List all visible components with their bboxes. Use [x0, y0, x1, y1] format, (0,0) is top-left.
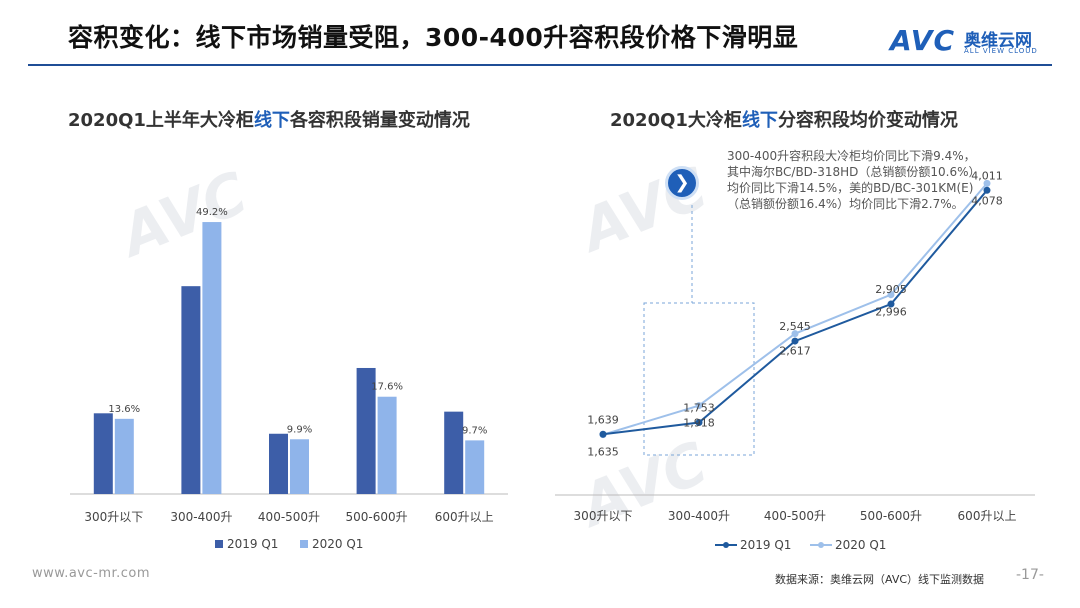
- logo-en: ALL VIEW CLOUD: [964, 47, 1038, 55]
- bar-2020: [465, 440, 485, 494]
- legend-label: 2020 Q1: [835, 538, 886, 552]
- x-tick-label: 600升以上: [435, 510, 494, 524]
- data-label: 1,918: [683, 417, 715, 430]
- data-label: 17.6%: [371, 382, 403, 393]
- bar-2019: [356, 367, 376, 494]
- data-label: 4,078: [971, 194, 1003, 207]
- data-label: 9.7%: [462, 425, 487, 436]
- data-label: 2,545: [779, 320, 811, 333]
- logo-cn: 奥维云网: [964, 31, 1032, 51]
- x-tick-label: 300升以下: [574, 509, 633, 523]
- data-point-2020: [791, 330, 799, 338]
- bar-2020: [114, 418, 134, 494]
- x-tick-label: 400-500升: [258, 510, 320, 524]
- bar-2020: [290, 439, 309, 494]
- data-point-2019: [887, 300, 895, 308]
- data-label: 2,996: [875, 306, 907, 319]
- x-tick-label: 300升以下: [84, 510, 143, 524]
- data-point-2019: [695, 419, 703, 427]
- bar-2020: [202, 222, 222, 495]
- series-line-2019: [602, 189, 988, 436]
- data-point-2019: [791, 337, 799, 345]
- bar-2019: [93, 413, 113, 494]
- legend-label: 2020 Q1: [312, 537, 363, 551]
- data-label: 9.9%: [287, 424, 312, 435]
- bar-2019: [444, 411, 464, 494]
- bar-2019: [181, 286, 201, 494]
- data-label: 1,753: [683, 402, 715, 415]
- data-label: 2,617: [779, 345, 811, 358]
- legend-marker: [818, 542, 824, 548]
- data-label: 1,639: [587, 413, 619, 426]
- legend-marker: [723, 542, 729, 548]
- data-label: 1,635: [587, 446, 619, 459]
- legend-label: 2019 Q1: [740, 538, 791, 552]
- data-point-2020: [695, 402, 703, 410]
- bar-2019: [269, 433, 288, 494]
- legend-label: 2019 Q1: [227, 537, 278, 551]
- x-tick-label: 500-600升: [346, 510, 408, 524]
- highlight-box: [643, 302, 755, 456]
- x-tick-label: 300-400升: [668, 509, 730, 523]
- bar-2020: [377, 396, 397, 494]
- left-chart-title: 2020Q1上半年大冷柜线下各容积段销量变动情况: [68, 110, 470, 131]
- footer-source: 数据来源：奥维云网（AVC）线下监测数据: [775, 573, 985, 586]
- data-label: 49.2%: [196, 207, 228, 218]
- arrow-right-circle-icon: ❯: [665, 166, 699, 200]
- series-line-2020: [602, 182, 988, 436]
- annotation-note: 300-400升容积段大冷柜均价同比下滑9.4%，其中海尔BC/BD-318HD…: [727, 149, 976, 211]
- page-title: 容积变化：线下市场销量受阻，300-400升容积段价格下滑明显: [68, 23, 799, 52]
- legend-swatch: [300, 540, 308, 548]
- data-point-2019: [599, 430, 607, 438]
- data-point-2020: [983, 179, 991, 187]
- avc-logo: AVC 奥维云网 ALL VIEW CLOUD: [890, 24, 1060, 57]
- x-tick-label: 600升以上: [958, 509, 1017, 523]
- legend-swatch: [215, 540, 223, 548]
- x-tick-label: 300-400升: [170, 510, 232, 524]
- title-divider: [28, 64, 1052, 66]
- data-label: 2,905: [875, 283, 907, 296]
- data-point-2020: [887, 291, 895, 299]
- right-chart-title: 2020Q1大冷柜线下分容积段均价变动情况: [610, 110, 958, 131]
- x-tick-label: 500-600升: [860, 509, 922, 523]
- data-label: 13.6%: [108, 404, 140, 415]
- footer-url[interactable]: www.avc-mr.com: [32, 566, 151, 581]
- x-tick-label: 400-500升: [764, 509, 826, 523]
- data-point-2019: [983, 186, 991, 194]
- logo-mark: AVC: [890, 24, 955, 57]
- data-label: 4,011: [971, 169, 1003, 182]
- page-number: -17-: [1016, 567, 1044, 583]
